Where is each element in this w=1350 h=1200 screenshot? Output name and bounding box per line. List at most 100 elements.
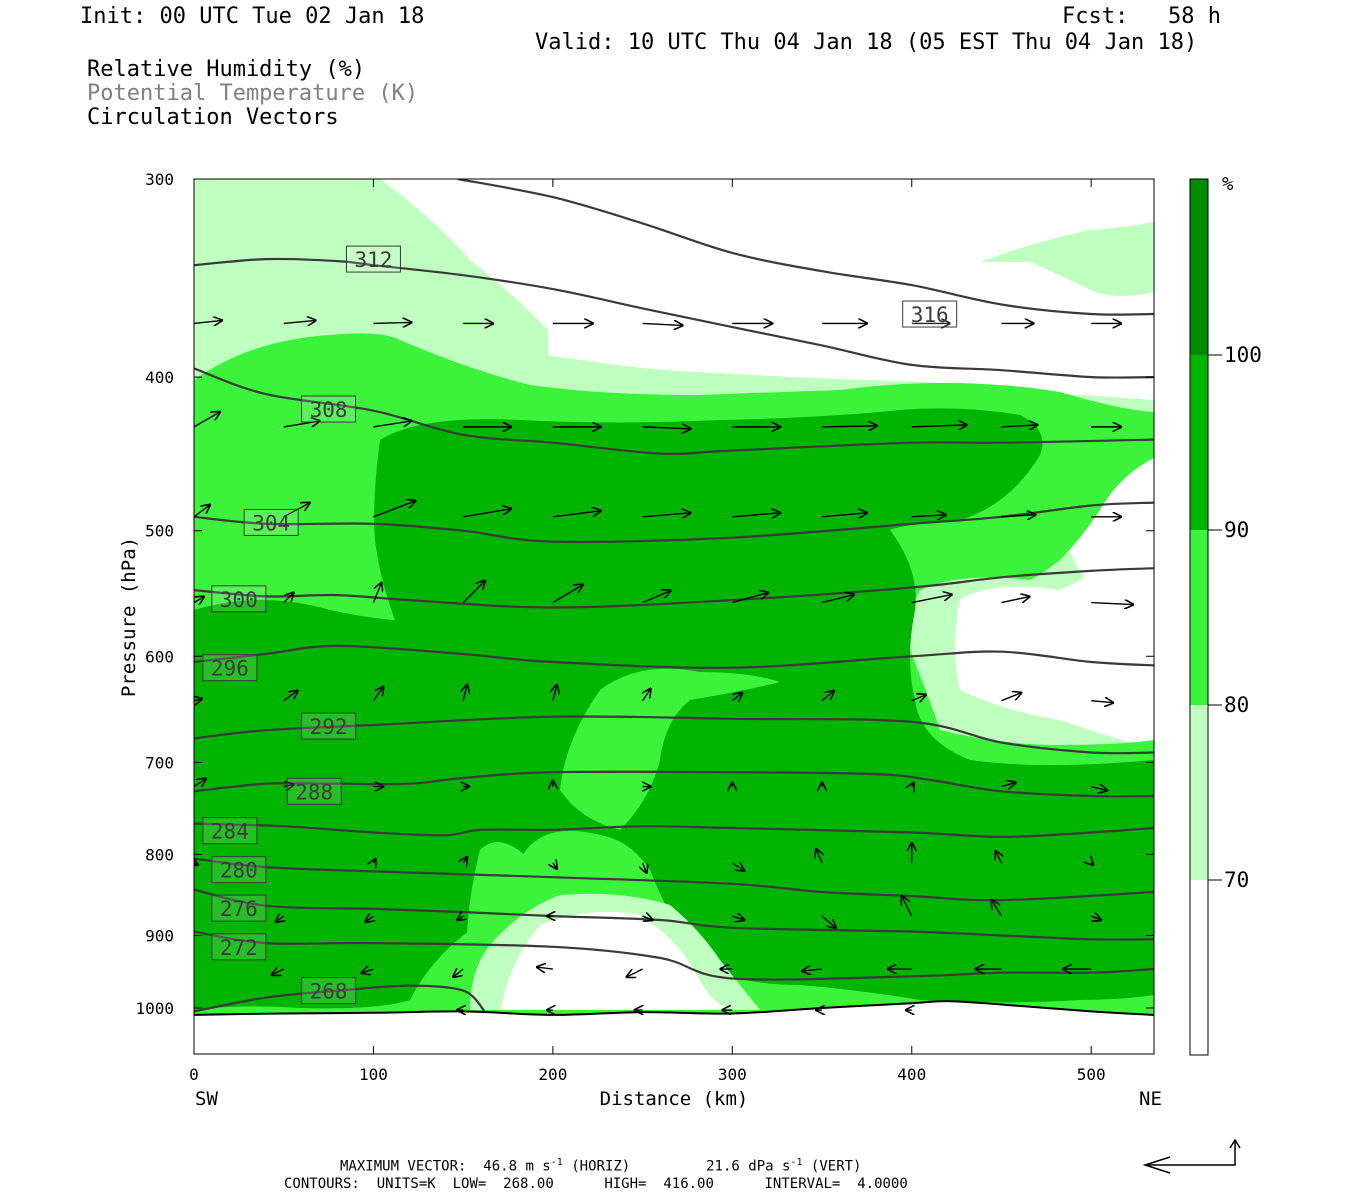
circulation-vector [462, 581, 485, 604]
legend-relative-humidity: Relative Humidity (%) [87, 57, 366, 82]
svg-text:292: 292 [310, 715, 348, 739]
circulation-vector [283, 593, 294, 604]
surface-line [194, 1000, 1154, 1016]
circulation-vector [816, 849, 822, 864]
circulation-vector [553, 685, 557, 701]
x-tick-label: 500 [1077, 1065, 1106, 1084]
svg-text:268: 268 [310, 980, 348, 1004]
circulation-vector [194, 412, 220, 428]
circulation-vector [1090, 916, 1101, 920]
colorbar-bin-80-90 [1190, 530, 1208, 705]
circulation-vector [537, 967, 553, 969]
x-tick-label: 0 [189, 1065, 199, 1084]
circulation-vector [643, 862, 647, 873]
y-tick-label: 900 [145, 926, 174, 945]
potential-temperature-labels: 268 272 276 280 284 288 292 296 300 304 308 312 316 [202, 245, 958, 1005]
circulation-vector [995, 851, 1001, 864]
circulation-vector [463, 857, 467, 863]
isentrope-276 [194, 888, 1154, 941]
svg-text:304: 304 [252, 511, 290, 535]
circulation-vector [194, 863, 198, 865]
footer-contour-info: CONTOURS: UNITS=K LOW= 268.00 HIGH= 416.… [284, 1176, 908, 1192]
circulation-vector [802, 969, 823, 971]
isentrope-label-316: 316 [902, 300, 958, 328]
circulation-vector [194, 699, 202, 701]
circulation-vector [276, 916, 284, 922]
colorbar-label-100: 100 [1224, 343, 1262, 367]
x-tick-label: 100 [359, 1065, 388, 1084]
svg-text:316: 316 [911, 303, 949, 327]
colorbar-label-90: 90 [1224, 518, 1249, 542]
circulation-vector [642, 591, 671, 604]
circulation-vector [1001, 693, 1021, 702]
isentrope-284 [194, 822, 1154, 839]
svg-text:280: 280 [220, 859, 258, 883]
circulation-vector [194, 320, 222, 323]
x-axis-right-endpoint: NE [1139, 1088, 1162, 1110]
reference-vector-icon [1142, 1138, 1241, 1174]
circulation-vector [627, 968, 643, 977]
relative-humidity-shading [194, 179, 1154, 1054]
circulation-vector [372, 687, 383, 702]
isentrope-312 [194, 257, 1154, 379]
circulation-vector [194, 597, 204, 603]
circulation-vector [822, 426, 877, 427]
circulation-vector [1001, 515, 1035, 517]
circulation-vector [732, 916, 744, 920]
rh-70-80-region-upper-right [980, 222, 1154, 296]
isentrope-label-304: 304 [243, 508, 299, 536]
isentrope-296 [194, 644, 1154, 669]
circulation-vector [642, 427, 691, 429]
circulation-vector [732, 593, 768, 604]
isentrope-label-308: 308 [301, 395, 357, 423]
init-time: Init: 00 UTC Tue 02 Jan 18 [80, 4, 425, 29]
circulation-vector [642, 323, 683, 325]
circulation-vector [902, 896, 913, 917]
circulation-vector [821, 595, 854, 604]
isentrope-272 [194, 930, 1154, 981]
circulation-vector [1001, 425, 1037, 427]
colorbar: % 70 80 90 100 [1189, 173, 1262, 1056]
x-axis-title: Distance (km) [600, 1088, 749, 1110]
circulation-vector [453, 969, 464, 977]
circulation-vector [731, 693, 742, 701]
circulation-vector [194, 779, 206, 787]
isentrope-288 [194, 770, 1154, 798]
potential-temperature-contours [194, 179, 1154, 1013]
isentrope-304 [194, 501, 1154, 544]
circulation-vector [911, 515, 946, 517]
isentrope-label-312: 312 [345, 245, 401, 273]
rh-below-70-pocket-surface [500, 911, 730, 1010]
circulation-vector [194, 505, 210, 518]
y-tick-label: 400 [145, 368, 174, 387]
circulation-vector [283, 785, 294, 787]
colorbar-bin-70-80 [1190, 705, 1208, 880]
circulation-vector [463, 509, 511, 518]
x-tick-label: 200 [538, 1065, 567, 1084]
colorbar-bin-100 [1190, 179, 1208, 355]
isentrope-label-284: 284 [202, 817, 258, 845]
circulation-vector [731, 863, 744, 871]
circulation-vector [911, 425, 967, 427]
legend-circulation-vectors: Circulation Vectors [87, 105, 339, 130]
svg-text:276: 276 [220, 897, 258, 921]
circulation-vector [912, 783, 914, 787]
svg-text:308: 308 [310, 398, 348, 422]
circulation-vector [373, 501, 415, 518]
circulation-vector [1001, 597, 1029, 604]
legend-potential-temperature: Potential Temperature (K) [87, 81, 419, 106]
circulation-vector [821, 691, 834, 702]
rh-80-90-pocket-center [560, 668, 780, 830]
circulation-vector [373, 421, 411, 428]
isentrope-label-268: 268 [301, 977, 357, 1005]
circulation-vector [373, 322, 411, 323]
colorbar-bin-below-70 [1190, 880, 1208, 1055]
circulation-vector [1001, 783, 1015, 787]
circulation-vector [372, 583, 381, 603]
circulation-vector [552, 585, 583, 604]
colorbar-label-70: 70 [1224, 868, 1249, 892]
svg-text:300: 300 [220, 588, 258, 612]
circulation-vector [642, 513, 691, 517]
forecast-hour: Fcst: 58 h [1062, 4, 1221, 29]
